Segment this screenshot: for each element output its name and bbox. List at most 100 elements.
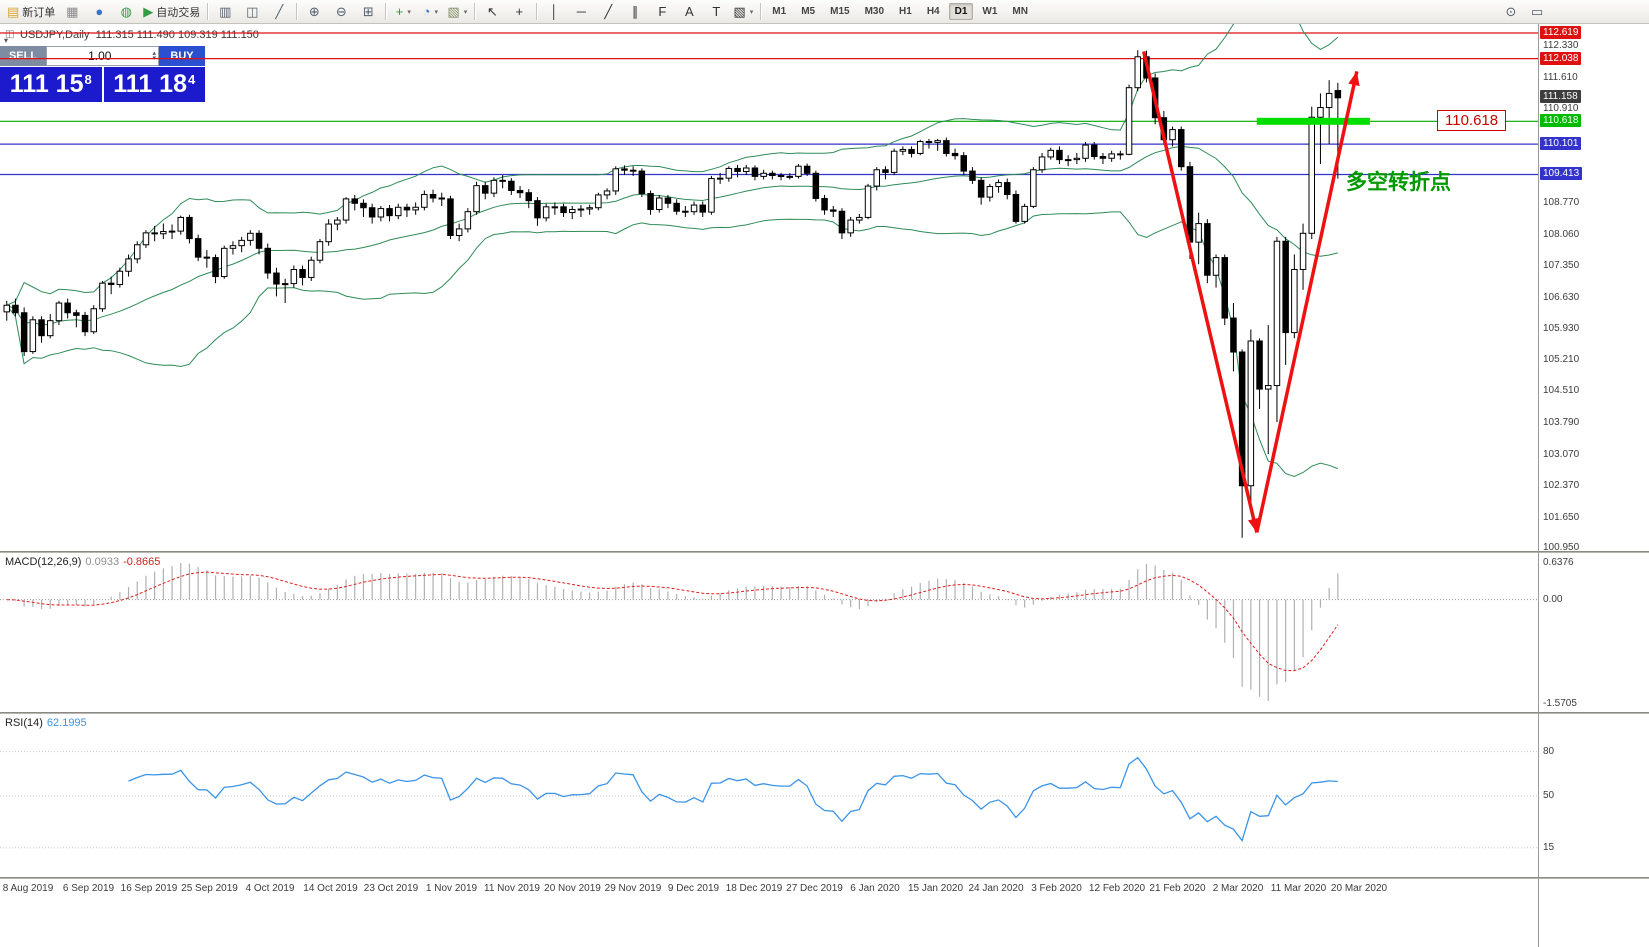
crosshair-icon: + [515,4,524,19]
candlestick-chart-icon[interactable]: ◫ [239,2,265,22]
timeframe-button-m1[interactable]: M1 [772,6,787,17]
panel-separator[interactable] [0,877,1649,879]
price-chart-canvas[interactable] [0,24,1538,551]
candle [125,254,132,277]
candle [73,309,80,328]
candle [490,177,498,198]
candle [1125,84,1133,156]
find-symbol-icon: ⊙ [1505,4,1517,19]
trendline-icon[interactable]: ╱ [595,2,621,22]
candle [1047,147,1054,160]
highlight-segment[interactable] [1256,117,1370,125]
timeframe-button-w1[interactable]: W1 [982,6,998,17]
candle [229,241,237,255]
timeframe-button-m30[interactable]: M30 [864,6,885,17]
toolbar-separator [536,3,538,20]
panel-separator[interactable] [0,551,1649,553]
price-axis-divider[interactable] [1538,24,1539,947]
volume-up-icon[interactable]: ▴ [152,50,156,57]
candle [1030,167,1037,209]
candle [1212,254,1220,288]
grid-icon[interactable]: ⊞ [355,2,381,22]
chart-window-icon[interactable]: ▦ [59,2,85,22]
date-axis-label: 11 Mar 2020 [1270,883,1327,894]
candle [1325,80,1333,145]
channel-icon[interactable]: ∥ [622,2,648,22]
one-click-trading-panel: SELL 1.00 ▴ ▾ BUY 111 158 111 184 [0,46,205,102]
candle [421,190,428,211]
trade-panel-collapse-icon[interactable]: ▾ [4,36,9,45]
templates-icon[interactable]: ▧ ▾ [444,2,470,22]
bar-chart-icon[interactable]: ▥ [212,2,238,22]
label-icon[interactable]: T [703,2,729,22]
bollinger-lower-line [6,211,1338,478]
candle [525,189,532,209]
timeframe-button-d1[interactable]: D1 [948,3,974,20]
candle [725,166,733,182]
candle [647,190,654,215]
candle [951,148,959,160]
text-icon[interactable]: A [676,2,702,22]
indicators-icon[interactable]: + ▾ [390,2,416,22]
rsi-value: 62.1995 [46,717,87,729]
candle [603,188,611,200]
panel-separator[interactable] [0,712,1649,714]
timeframe-button-m5[interactable]: M5 [801,6,816,17]
select-box-icon[interactable]: ▭ [1524,2,1550,22]
candle [1195,212,1202,265]
candle [795,164,802,179]
fibonacci-icon[interactable]: F [649,2,675,22]
zoom-in-icon[interactable]: ⊕ [301,2,327,22]
candle [212,254,219,284]
price-axis-label: 110.910 [1543,102,1579,114]
price-callout-label[interactable]: 110.618 [1437,110,1507,131]
rsi-panel-canvas[interactable] [0,714,1538,877]
candle [969,167,976,184]
timeframe-button-m15[interactable]: M15 [830,6,850,17]
candle [1004,178,1011,200]
shapes-icon[interactable]: ▧ ▾ [730,2,756,22]
candle [1230,303,1237,372]
candle [1256,338,1263,409]
autotrading-button[interactable]: ▶ 自动交易 [140,2,203,22]
date-axis-label: 2 Mar 2020 [1212,883,1264,894]
rsi-axis-label: 15 [1543,841,1555,853]
crosshair-icon[interactable]: + [506,2,532,22]
candle [682,205,689,217]
line-chart-icon[interactable]: ╱ [266,2,292,22]
zoom-out-icon: ⊖ [335,4,347,19]
candle [203,250,211,268]
buy-price-value: 111 18 [113,70,187,98]
candle [977,177,985,205]
candle [882,166,889,180]
trend-arrow[interactable] [1255,70,1360,533]
community-icon[interactable]: ◍ [113,2,139,22]
candle [482,181,489,200]
candle [142,230,150,248]
candle [516,186,524,199]
chart-text-annotation[interactable]: 多空转折点 [1346,171,1451,194]
accounts-icon[interactable]: ● [86,2,112,22]
buy-price-display[interactable]: 111 18 4 [103,67,205,102]
candle [342,197,350,224]
find-symbol-icon[interactable]: ⊙ [1498,2,1524,22]
zoom-out-icon[interactable]: ⊖ [328,2,354,22]
horizontal-line-icon[interactable]: ─ [568,2,594,22]
clock-icon[interactable]: ◔ ▾ [417,2,443,22]
date-axis-label: 14 Oct 2019 [303,883,358,894]
macd-panel-canvas[interactable] [0,553,1538,712]
date-axis-label: 20 Nov 2019 [544,883,601,894]
new-order-button[interactable]: ▤ 新订单 [4,2,58,22]
chevron-down-icon: ▾ [749,8,754,16]
sell-price-display[interactable]: 111 15 8 [0,67,102,102]
date-axis-label: 23 Oct 2019 [363,883,419,894]
candle [508,178,515,195]
timeframe-button-mn[interactable]: MN [1012,6,1028,17]
candle [1308,106,1315,240]
vertical-line-icon[interactable]: │ [541,2,567,22]
timeframe-button-h4[interactable]: H4 [926,6,940,17]
cursor-icon[interactable]: ↖ [479,2,505,22]
label-icon: T [712,4,721,19]
timeframe-button-h1[interactable]: H1 [899,6,912,17]
candle [838,208,846,240]
